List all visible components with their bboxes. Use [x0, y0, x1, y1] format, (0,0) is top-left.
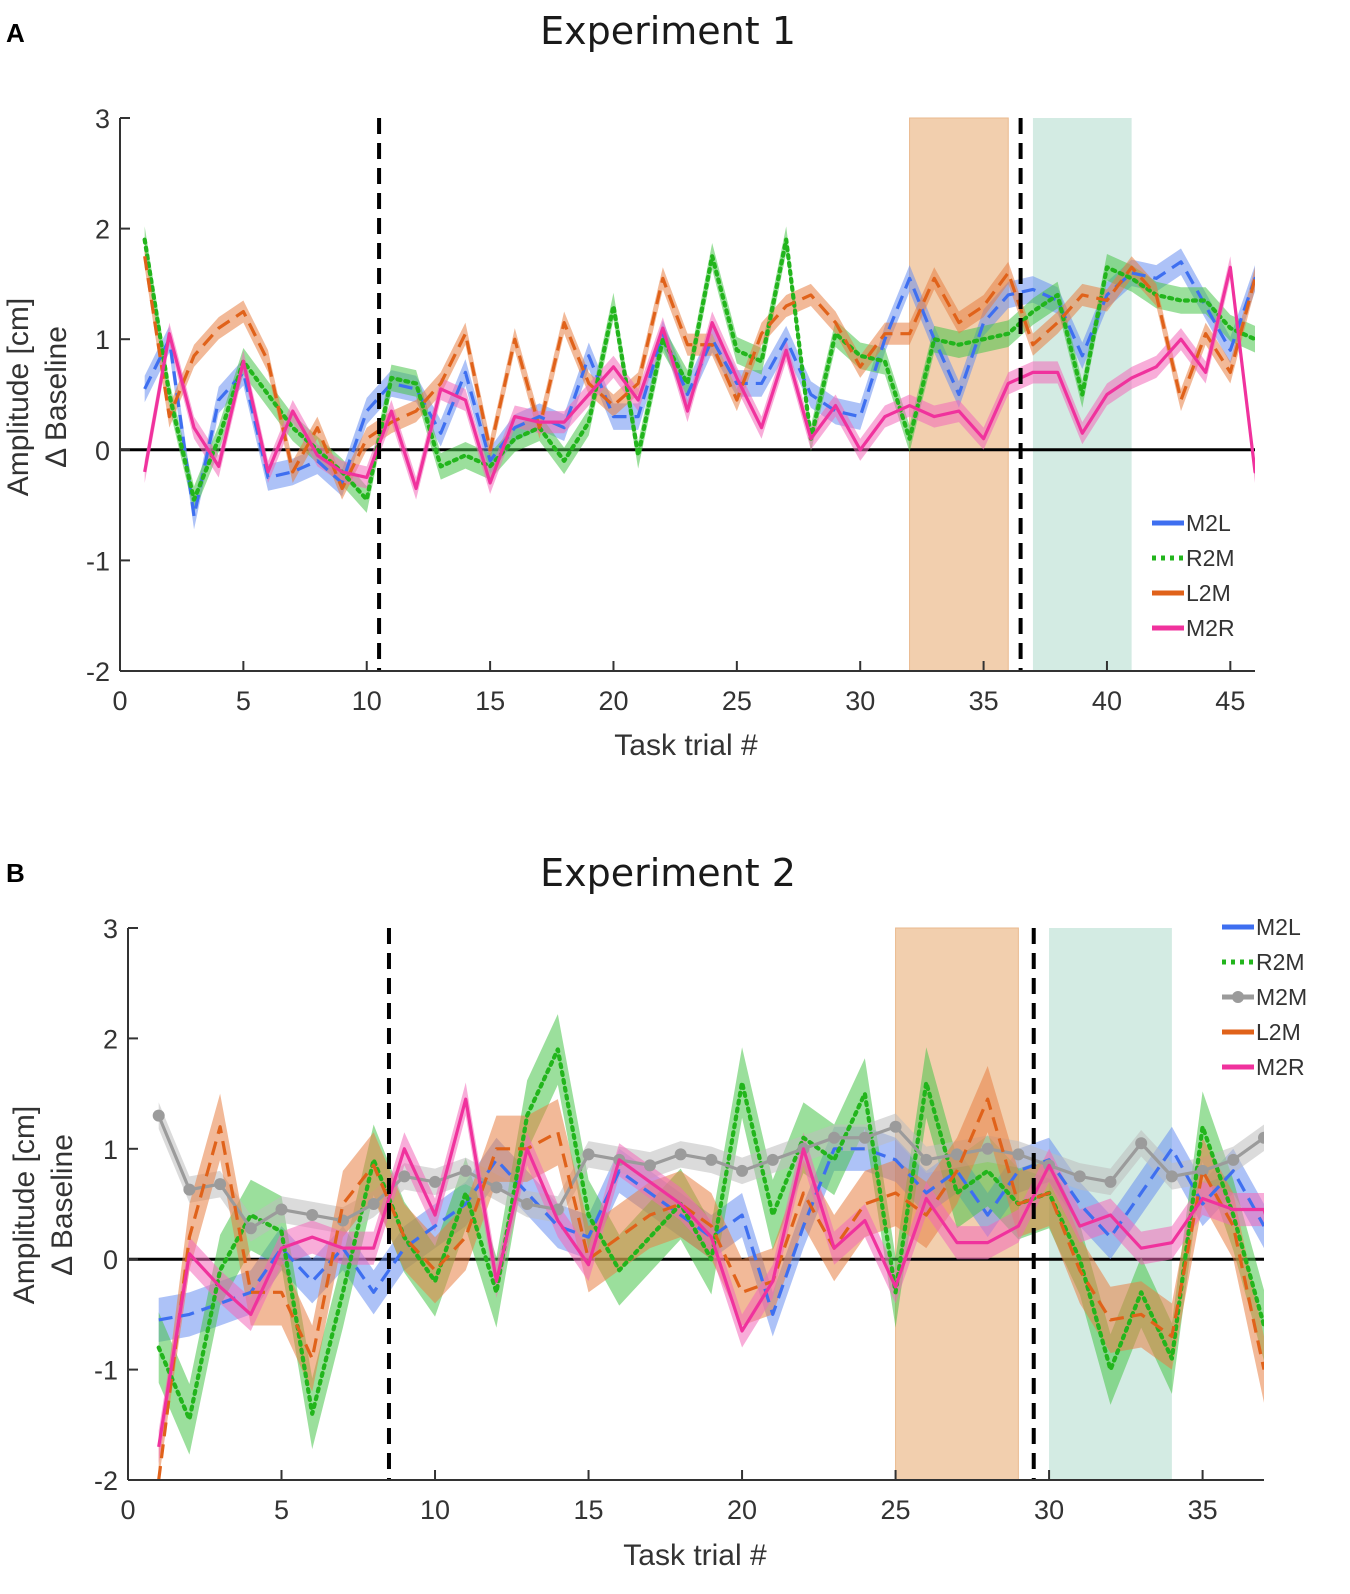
x-tick-label: 10 — [420, 1495, 450, 1525]
point-m2m — [1135, 1137, 1148, 1150]
band-m2r — [144, 256, 1255, 500]
point-m2m — [981, 1142, 994, 1155]
point-m2m — [1258, 1131, 1264, 1144]
panel-a: A Experiment 1 0 5 10 15 20 25 30 35 40 45 -2 -1 0 1 2… — [2, 9, 1255, 762]
legend-label-r2m: R2M — [1256, 949, 1305, 975]
point-m2m — [214, 1178, 227, 1191]
legend-marker-m2m — [1232, 991, 1244, 1003]
panel-label-b: B — [6, 858, 25, 888]
point-m2m — [398, 1170, 411, 1183]
y-axis-label-a-line2: Δ Baseline — [40, 326, 73, 468]
point-m2m — [459, 1164, 472, 1177]
series-line-r2m — [142, 237, 1255, 502]
point-m2m — [1196, 1164, 1209, 1177]
legend-label-m2m: M2M — [1256, 984, 1307, 1010]
band-m2m — [158, 1102, 1264, 1242]
x-tick-label: 45 — [1215, 686, 1245, 716]
point-m2m — [858, 1131, 871, 1144]
point-m2m — [429, 1175, 442, 1188]
y-tick-label: 0 — [103, 1245, 118, 1275]
point-m2m — [1104, 1175, 1117, 1188]
series-line-m2r — [157, 1097, 1264, 1448]
y-tick-label: 1 — [95, 325, 110, 355]
series-line-m2r — [143, 265, 1255, 491]
y-tick-label: 3 — [95, 104, 110, 134]
legend-label-l2m: L2M — [1186, 580, 1231, 606]
point-m2m — [521, 1198, 534, 1210]
point-m2m — [705, 1153, 718, 1166]
panel-label-a: A — [6, 18, 25, 48]
point-m2m — [1227, 1153, 1240, 1166]
point-m2m — [275, 1203, 288, 1216]
legend: M2L R2M M2M L2M M2R — [1222, 914, 1307, 1080]
x-tick-label: 35 — [1188, 1495, 1218, 1525]
legend-label-m2l: M2L — [1186, 510, 1231, 536]
y-axis-label-b: Amplitude [cm] — [8, 1106, 41, 1304]
point-m2m — [183, 1183, 196, 1196]
point-m2m — [490, 1181, 503, 1194]
point-m2m — [1073, 1170, 1086, 1183]
x-tick-label: 20 — [727, 1495, 757, 1525]
point-m2m — [582, 1148, 595, 1161]
x-tick-label: 15 — [574, 1495, 604, 1525]
legend-label-l2m: L2M — [1256, 1019, 1301, 1045]
point-m2m — [828, 1131, 841, 1144]
plot-area-b: 0 5 10 15 20 25 30 35 -2 -1 0 1 2 3 M2L R2M M2M L2M M2R — [94, 914, 1307, 1525]
x-tick-label: 5 — [274, 1495, 289, 1525]
x-tick-label: 30 — [1034, 1495, 1064, 1525]
point-m2m — [306, 1209, 319, 1222]
x-tick-label: 20 — [598, 686, 628, 716]
y-tick-label: -2 — [86, 657, 110, 687]
legend-label-m2l: M2L — [1256, 914, 1301, 940]
point-m2m — [889, 1120, 902, 1133]
legend-label-r2m: R2M — [1186, 545, 1235, 571]
x-axis-label-b: Task trial # — [623, 1539, 767, 1572]
series-line-m2l — [143, 260, 1255, 518]
point-m2m — [736, 1164, 749, 1177]
point-m2m — [950, 1148, 963, 1161]
chart-title-b: Experiment 2 — [540, 851, 796, 895]
x-axis-label-a: Task trial # — [614, 729, 758, 762]
y-tick-label: -2 — [94, 1466, 118, 1496]
x-tick-label: 35 — [969, 686, 999, 716]
x-tick-label: 30 — [845, 686, 875, 716]
x-tick-label: 25 — [881, 1495, 911, 1525]
chart-title-a: Experiment 1 — [540, 9, 796, 53]
point-m2m — [152, 1109, 165, 1122]
y-tick-label: 2 — [95, 215, 110, 245]
y-tick-label: 2 — [103, 1024, 118, 1054]
point-m2m — [1165, 1170, 1178, 1183]
point-m2m — [643, 1159, 656, 1172]
y-tick-label: -1 — [94, 1356, 118, 1386]
point-m2m — [244, 1222, 257, 1235]
point-m2m — [367, 1198, 380, 1210]
series-line-l2m — [157, 1097, 1264, 1480]
legend-label-m2r: M2R — [1186, 615, 1235, 641]
x-tick-label: 15 — [475, 686, 505, 716]
x-tick-label: 10 — [352, 686, 382, 716]
y-tick-label: 0 — [95, 436, 110, 466]
series-line-r2m — [156, 1047, 1264, 1422]
series-layer — [152, 1014, 1264, 1480]
x-tick-label: 0 — [120, 1495, 135, 1525]
y-tick-label: -1 — [86, 546, 110, 576]
point-m2m — [1012, 1148, 1025, 1161]
series-layer — [142, 226, 1255, 530]
legend-label-m2r: M2R — [1256, 1054, 1305, 1080]
y-tick-label: 3 — [103, 914, 118, 944]
x-tick-label: 5 — [236, 686, 251, 716]
x-tick-label: 25 — [722, 686, 752, 716]
x-tick-label: 40 — [1092, 686, 1122, 716]
point-m2m — [766, 1153, 779, 1166]
point-m2m — [674, 1148, 687, 1161]
y-axis-label-b-line2: Δ Baseline — [46, 1134, 79, 1276]
legend: M2L R2M L2M M2R — [1152, 510, 1235, 641]
x-tick-label: 0 — [112, 686, 127, 716]
y-tick-label: 1 — [103, 1135, 118, 1165]
point-m2m — [920, 1153, 933, 1166]
y-axis-label-a: Amplitude [cm] — [2, 298, 35, 496]
plot-area-a: 0 5 10 15 20 25 30 35 40 45 -2 -1 0 1 2 3 M2L R2M L2M M2R — [86, 104, 1255, 716]
panel-b: B Experiment 2 0 5 10 15 20 25 30 35 -2 -1 0 1 2 3 M2L… — [6, 851, 1307, 1572]
